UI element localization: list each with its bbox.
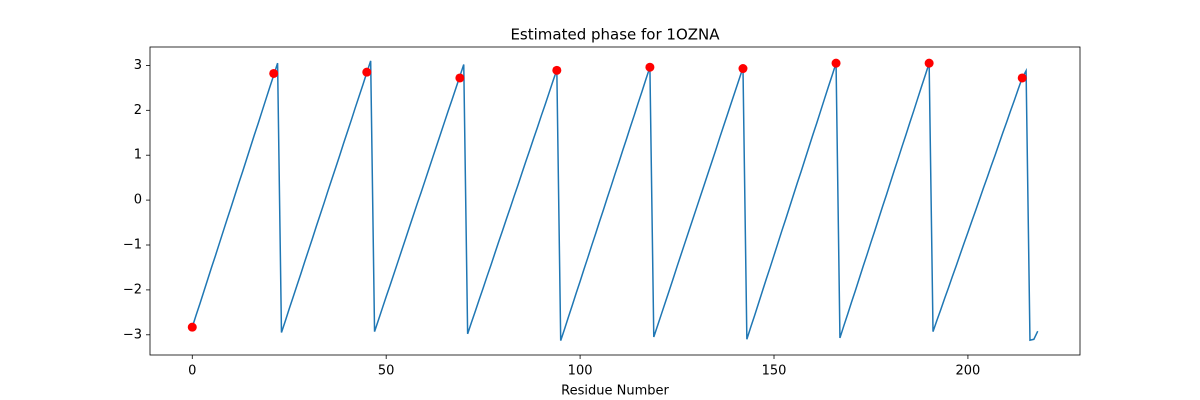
chart-title: Estimated phase for 1OZNA [510, 26, 720, 44]
x-tick-label: 200 [956, 364, 981, 379]
x-tick-label: 150 [762, 364, 787, 379]
data-point [552, 65, 562, 75]
data-point [738, 64, 748, 74]
y-tick-label: 0 [134, 193, 142, 208]
x-tick-label: 100 [568, 364, 593, 379]
data-point [455, 73, 465, 83]
data-point [924, 58, 934, 68]
data-line [191, 60, 1039, 342]
y-tick-label: −2 [123, 282, 142, 297]
x-tick-label: 50 [378, 364, 395, 379]
data-point [269, 68, 279, 78]
data-point [645, 62, 655, 72]
data-point [831, 58, 841, 68]
x-tick-label: 0 [188, 364, 196, 379]
y-tick-label: 2 [134, 103, 142, 118]
y-tick-label: 3 [134, 58, 142, 73]
plot-frame [149, 46, 1081, 356]
data-point [362, 67, 372, 77]
y-tick-label: −1 [123, 238, 142, 253]
data-point [1017, 73, 1027, 83]
y-tick-label: −3 [123, 327, 142, 342]
data-point [187, 322, 197, 332]
x-axis-label: Residue Number [561, 384, 669, 399]
y-tick-label: 1 [134, 148, 142, 163]
